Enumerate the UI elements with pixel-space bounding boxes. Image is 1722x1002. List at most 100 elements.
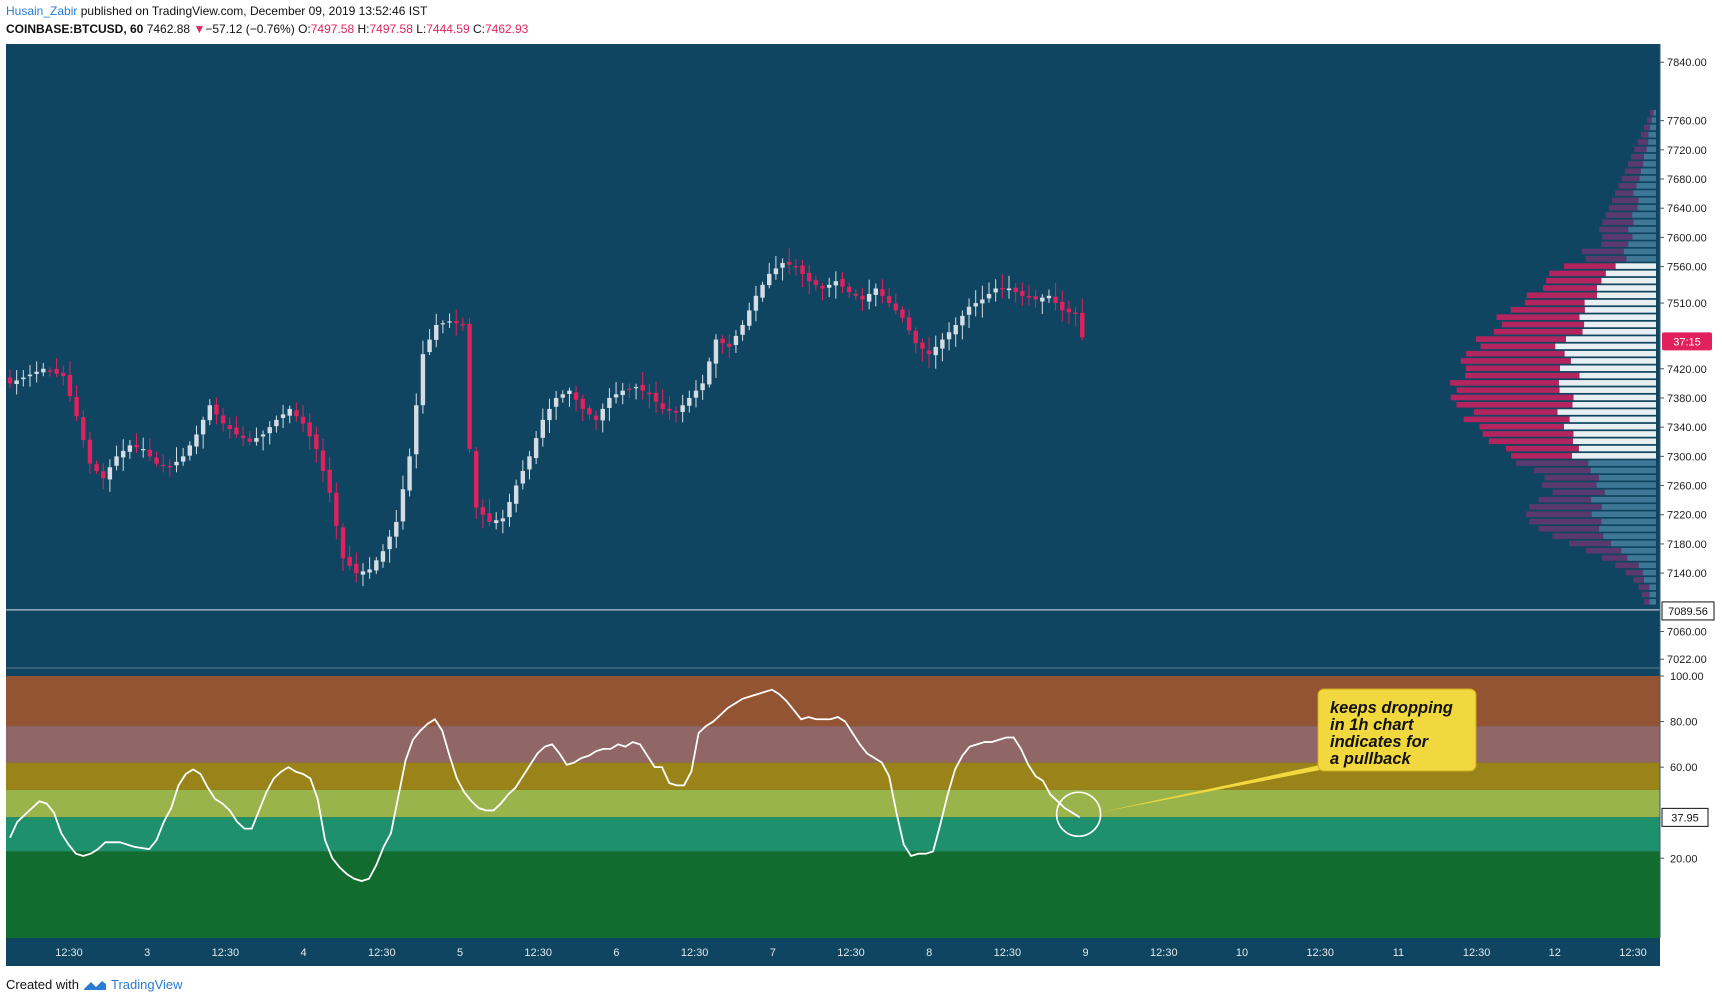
profile-row-down — [1538, 496, 1592, 503]
candle-body — [420, 354, 426, 406]
author-link[interactable]: Husain_Zabir — [6, 4, 78, 18]
profile-row-down — [1473, 409, 1558, 415]
profile-row-up — [1623, 248, 1656, 255]
candle-body — [160, 465, 166, 467]
candle-body — [820, 285, 825, 289]
profile-row-down — [1644, 124, 1650, 131]
price-pane-bg — [6, 44, 1660, 668]
profile-row-up — [1601, 504, 1656, 510]
candle-body — [933, 346, 938, 356]
candle-body — [607, 397, 612, 408]
oscillator-tick-label: 80.00 — [1670, 717, 1698, 729]
tradingview-brand-link[interactable]: TradingView — [110, 977, 183, 992]
candle-body — [587, 408, 592, 415]
candle-body — [21, 377, 26, 380]
candle-body — [687, 397, 692, 406]
profile-row-down — [1482, 431, 1574, 437]
profile-row-down — [1544, 474, 1600, 481]
profile-row-down — [1516, 460, 1589, 466]
profile-row-down — [1546, 277, 1602, 284]
candle-body — [240, 435, 246, 439]
time-tick-label: 3 — [144, 947, 150, 959]
countdown-badge: 37:15 — [1662, 332, 1712, 351]
candle-body — [360, 571, 366, 575]
price-axis-ticks: 7840.00 7760.00 7720.00 7680.00 7640.00 7600.… — [1660, 57, 1707, 666]
profile-row-up — [1651, 117, 1656, 123]
profile-row-down — [1526, 511, 1592, 518]
profile-row-up — [1626, 256, 1656, 262]
candle-body — [1033, 296, 1038, 300]
tradingview-logo-icon — [83, 980, 106, 990]
candle-body — [807, 272, 812, 282]
oscillator-tick-label: 60.00 — [1670, 762, 1698, 774]
candle-body — [41, 368, 46, 373]
candle-body — [27, 374, 33, 377]
annotation-text-line: keeps dropping — [1330, 699, 1453, 717]
time-tick-label: 5 — [457, 947, 463, 959]
annotation-box — [1317, 688, 1477, 772]
profile-row-up — [1584, 307, 1656, 313]
oscillator-band — [6, 817, 1660, 852]
profile-row-up — [1610, 540, 1656, 547]
candle-body — [394, 522, 399, 537]
candle-body — [747, 310, 752, 326]
candle-body — [141, 449, 146, 451]
price-axis-bg — [1660, 44, 1722, 938]
candle-body — [154, 457, 159, 464]
annotation-callout[interactable]: keeps dropping in 1h chart indicates for a … — [1055, 688, 1477, 838]
profile-row-down — [1605, 212, 1633, 218]
time-tick-label: 12:30 — [524, 947, 552, 959]
candle-body — [627, 388, 632, 390]
candle-body — [520, 470, 526, 484]
profile-row-up — [1643, 161, 1656, 167]
candle-body — [121, 450, 126, 458]
profile-row-down — [1552, 533, 1604, 539]
candle-body — [474, 451, 479, 508]
candle-body — [320, 450, 326, 471]
price-tick-label: 7180.00 — [1667, 539, 1707, 551]
candle-body — [993, 288, 998, 293]
candle-body — [87, 439, 93, 464]
candle-body — [727, 343, 732, 347]
candle-body — [926, 350, 932, 355]
profile-row-up — [1639, 175, 1656, 182]
candle-body — [294, 410, 299, 417]
price-tick-label: 7260.00 — [1667, 481, 1707, 493]
candle-body — [67, 374, 73, 397]
profile-row-up — [1596, 285, 1656, 291]
price-tick-label: 7340.00 — [1667, 422, 1707, 434]
profile-row-up — [1628, 241, 1656, 247]
price-tick-label: 7140.00 — [1667, 568, 1707, 580]
candle-body — [34, 371, 39, 374]
candle-body — [480, 507, 486, 515]
oscillator-tick-label: 20.00 — [1670, 853, 1698, 865]
profile-row-down — [1612, 197, 1639, 204]
profile-row-up — [1642, 569, 1656, 576]
created-with-label: Created with — [6, 977, 79, 992]
profile-row-up — [1604, 489, 1656, 496]
profile-row-up — [1643, 153, 1656, 160]
profile-row-up — [1646, 146, 1656, 153]
candle-body — [693, 390, 699, 398]
candle-body — [533, 438, 539, 459]
candle-body — [314, 434, 319, 450]
time-tick-label: 12:30 — [55, 947, 83, 959]
profile-row-down — [1602, 219, 1634, 226]
low-value: 7444.59 — [426, 22, 470, 36]
profile-row-down — [1463, 416, 1570, 423]
candle-body — [227, 425, 232, 429]
price-tick-label: 7380.00 — [1667, 393, 1707, 405]
profile-row-up — [1570, 358, 1656, 364]
profile-row-up — [1601, 518, 1656, 525]
profile-row-down — [1480, 343, 1556, 350]
candle-body — [347, 556, 352, 566]
candle-body — [940, 339, 945, 349]
candle-body — [653, 392, 659, 402]
candle-body — [527, 456, 532, 470]
candle-body — [667, 408, 672, 411]
profile-row-down — [1465, 372, 1580, 379]
profile-row-up — [1637, 204, 1656, 211]
profile-row-down — [1618, 183, 1637, 189]
candle-body — [1046, 295, 1052, 299]
